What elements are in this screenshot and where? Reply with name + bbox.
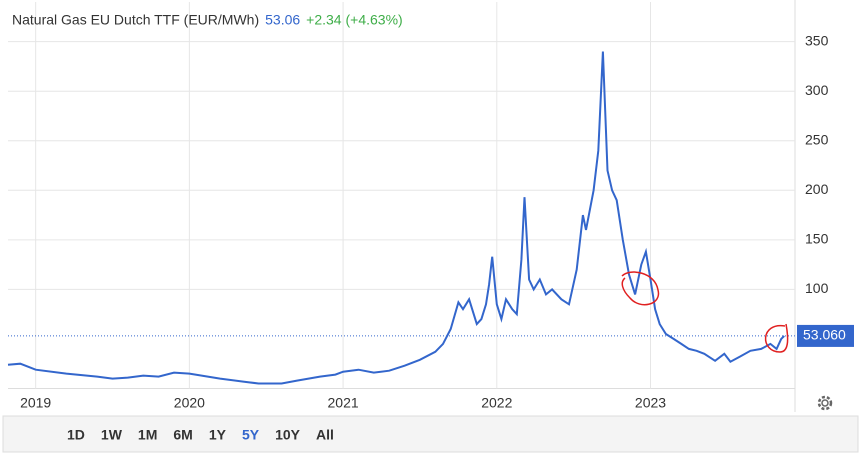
gear-icon[interactable] xyxy=(817,395,833,411)
range-button[interactable]: 1M xyxy=(138,427,157,443)
price: 53.06 xyxy=(265,12,300,28)
annotation-circle xyxy=(621,271,660,306)
y-tick-label: 150 xyxy=(805,231,829,247)
range-button[interactable]: 1D xyxy=(67,427,85,443)
x-tick-label: 2022 xyxy=(481,395,512,411)
chart-title: Natural Gas EU Dutch TTF (EUR/MWh) xyxy=(12,12,259,28)
annotation-circle xyxy=(764,323,789,353)
x-tick-label: 2023 xyxy=(635,395,666,411)
range-button[interactable]: 1Y xyxy=(209,427,227,443)
range-button[interactable]: 1W xyxy=(101,427,123,443)
gear-hub xyxy=(821,399,829,407)
last-price-label: 53.060 xyxy=(803,327,846,343)
x-tick-label: 2019 xyxy=(20,395,51,411)
y-tick-label: 100 xyxy=(805,280,829,296)
x-tick-label: 2021 xyxy=(328,395,359,411)
range-button[interactable]: 6M xyxy=(173,427,192,443)
series-line xyxy=(7,51,785,385)
y-tick-label: 350 xyxy=(805,32,829,48)
y-tick-label: 250 xyxy=(805,131,829,147)
range-button[interactable]: 10Y xyxy=(275,427,301,443)
price-change: +2.34 (+4.63%) xyxy=(306,12,403,28)
range-bar xyxy=(2,415,859,453)
range-button[interactable]: 5Y xyxy=(242,427,260,443)
y-tick-label: 300 xyxy=(805,82,829,98)
x-tick-label: 2020 xyxy=(174,395,205,411)
last-price-box xyxy=(797,324,854,347)
range-button[interactable]: All xyxy=(316,427,334,443)
y-tick-label: 200 xyxy=(805,181,829,197)
gear-teeth xyxy=(817,395,833,411)
